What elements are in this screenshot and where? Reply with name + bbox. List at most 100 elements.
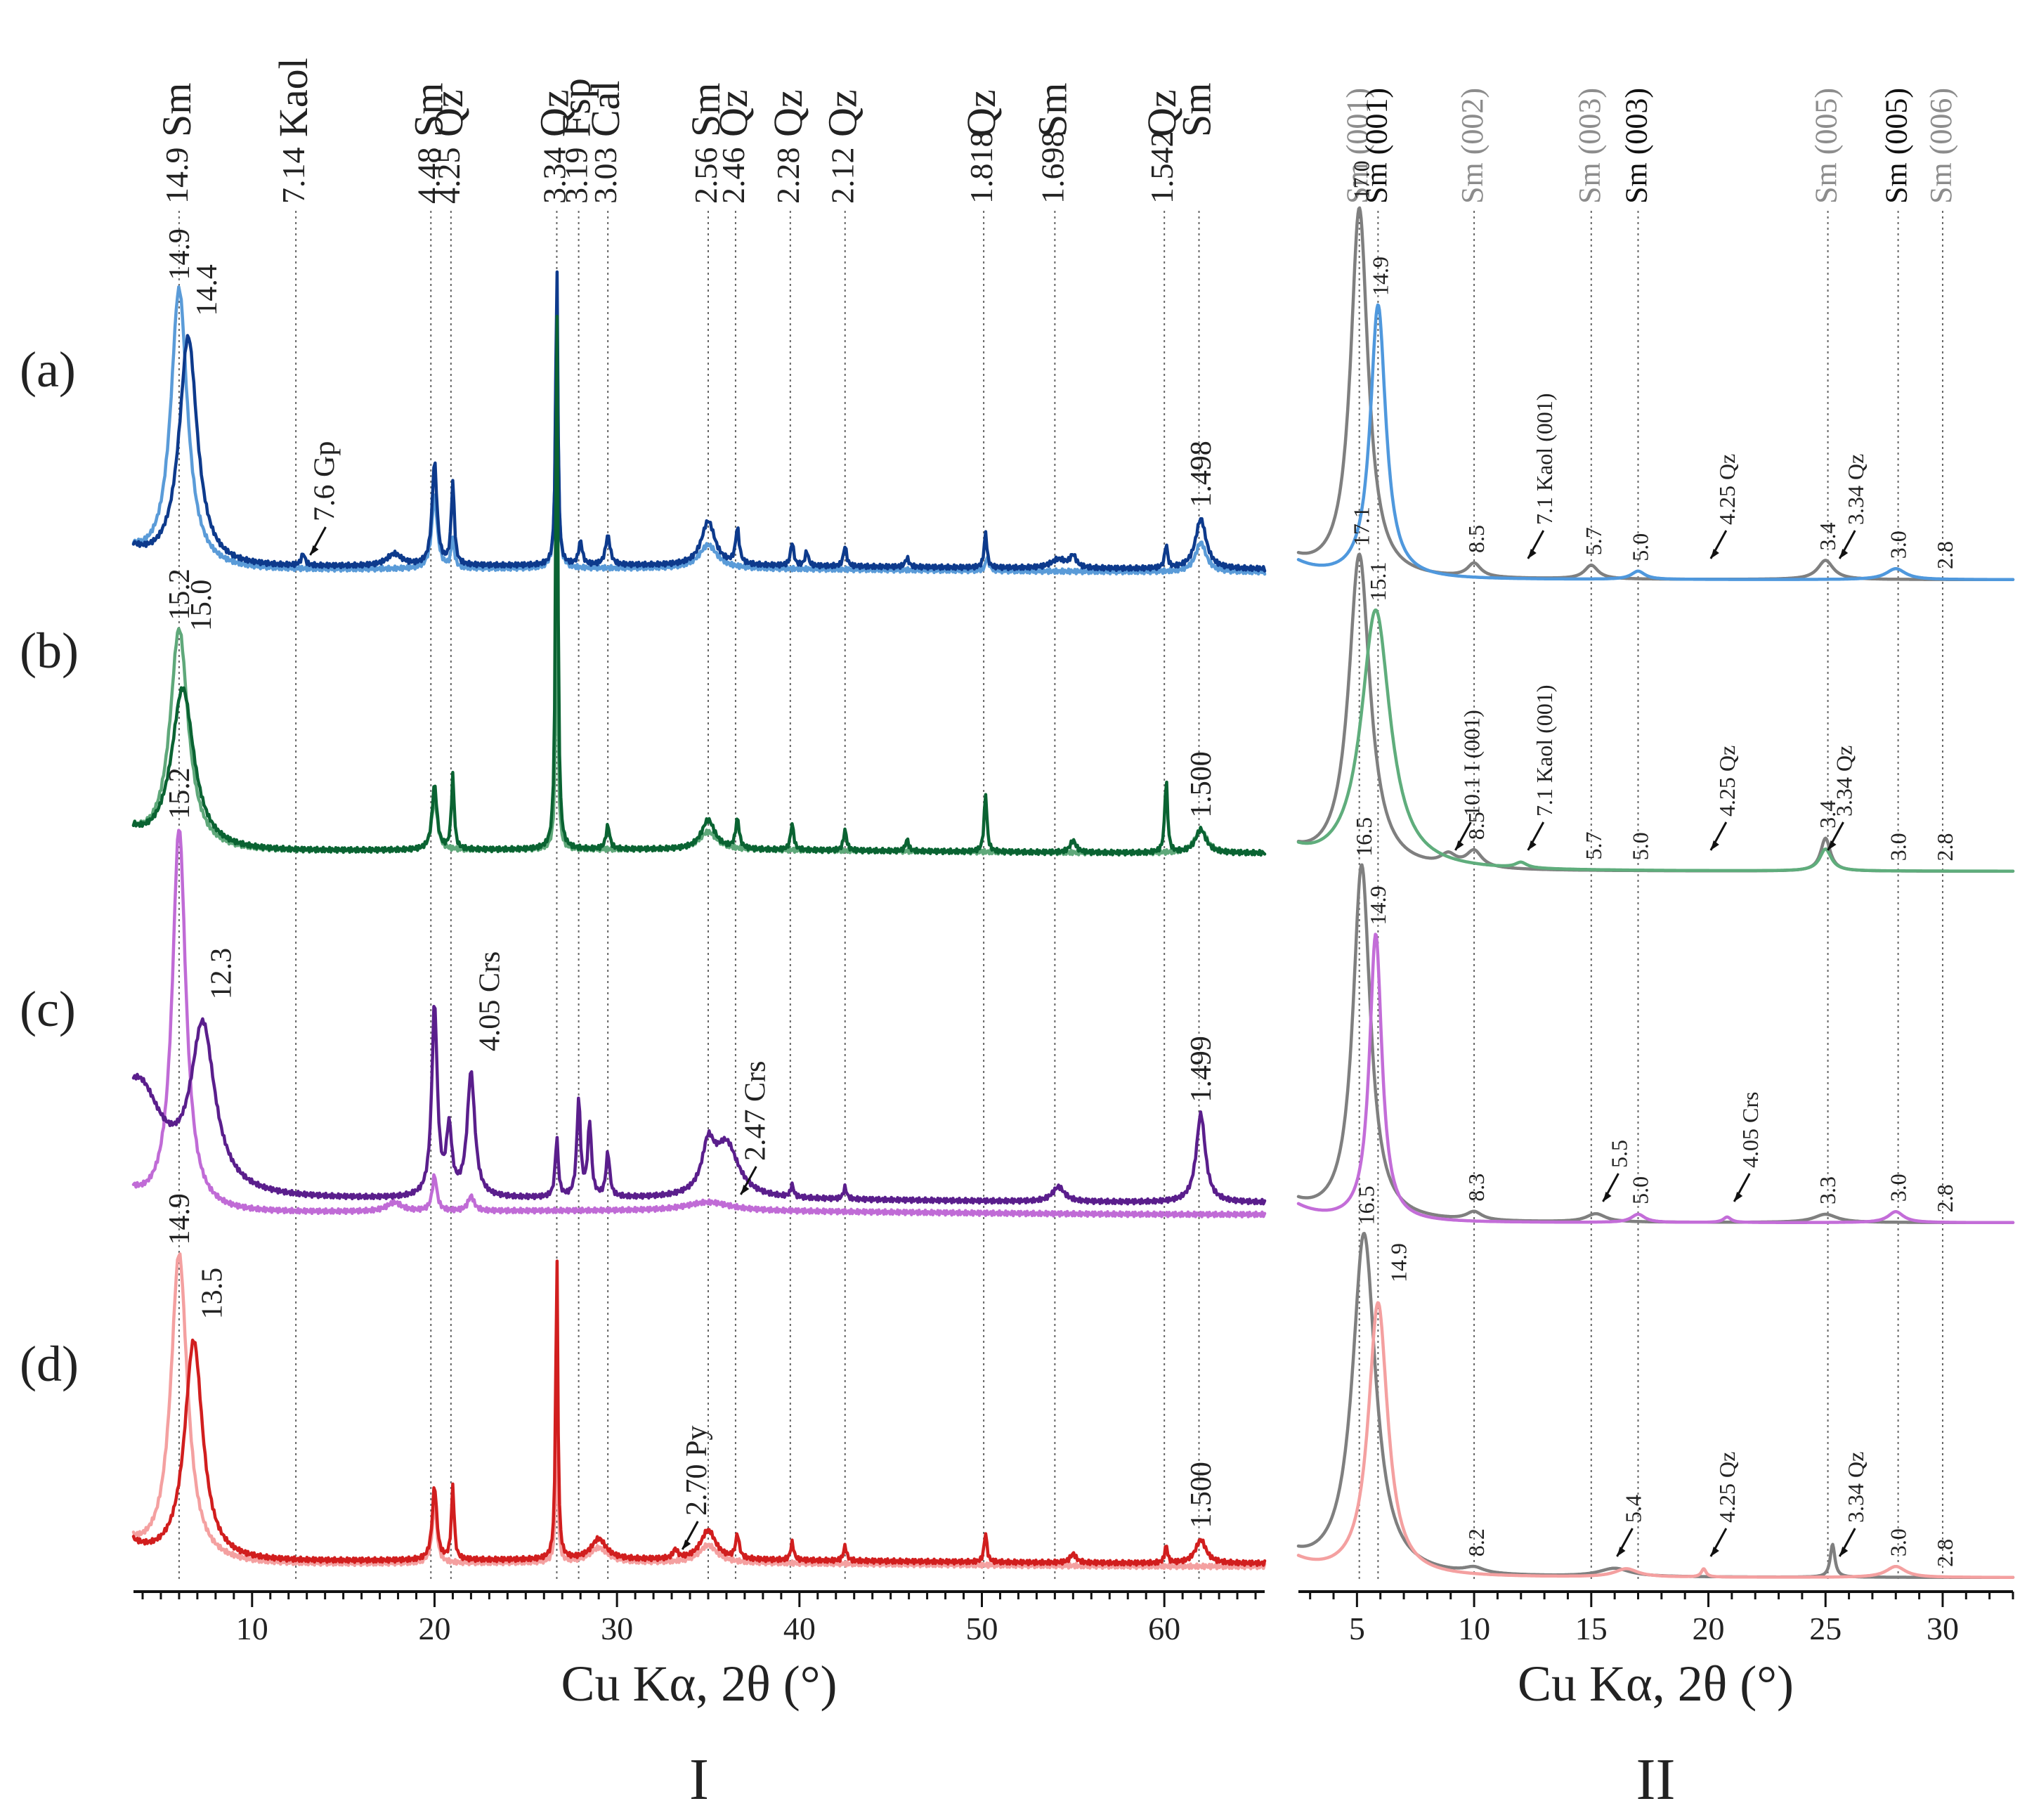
peak-annotation: 5.7 bbox=[1581, 527, 1606, 555]
peak-annotation: 16.5 bbox=[1353, 1185, 1379, 1225]
peak-annotation: 4.25 Qz bbox=[1714, 1452, 1740, 1523]
peak-annotation: 5.7 bbox=[1581, 831, 1606, 859]
trace-c-dark bbox=[131, 1004, 1267, 1206]
reference-d-spacing: 14.9 bbox=[159, 148, 195, 204]
peak-annotation: 5.0 bbox=[1627, 533, 1653, 561]
x-tick-label: 10 bbox=[1458, 1611, 1490, 1646]
peak-annotation: 4.25 Qz bbox=[1714, 746, 1740, 817]
peak-annotation: 4.25 Qz bbox=[1714, 454, 1740, 525]
peak-annotation: 14.9 bbox=[1367, 256, 1393, 296]
peak-annotation: 8.5 bbox=[1464, 812, 1489, 840]
x-tick-label: 20 bbox=[1693, 1611, 1725, 1646]
reference-mineral: Sm bbox=[405, 83, 451, 137]
annotation-arrowhead bbox=[1603, 1192, 1612, 1202]
reference-mineral: Qz bbox=[426, 89, 471, 137]
peak-annotation: 14.9 bbox=[1365, 885, 1390, 925]
peak-annotation: 16.5 bbox=[1351, 817, 1376, 857]
peak-annotation: 13.5 bbox=[197, 1268, 229, 1320]
peak-annotation: 5.0 bbox=[1627, 1176, 1653, 1204]
x-tick-label: 30 bbox=[601, 1611, 633, 1646]
x-tick-label: 40 bbox=[783, 1611, 816, 1646]
peak-annotation: 5.0 bbox=[1627, 832, 1653, 860]
reference-mineral: Qz bbox=[531, 89, 577, 137]
trace-a-glycolated bbox=[1296, 206, 2015, 582]
peak-annotation: 3.0 bbox=[1885, 1174, 1910, 1202]
reference-mineral: Qz bbox=[765, 89, 811, 137]
peak-annotation: 3.0 bbox=[1885, 833, 1910, 861]
reference-mineral: Sm bbox=[154, 83, 200, 137]
annotation-arrowhead bbox=[1617, 1547, 1626, 1556]
peak-annotation: 3.0 bbox=[1885, 1528, 1910, 1556]
peak-annotation: 14.9 bbox=[164, 1193, 196, 1245]
x-tick-label: 5 bbox=[1349, 1611, 1365, 1646]
reference-d-spacing: 2.56 bbox=[688, 148, 724, 204]
annotation-arrowhead bbox=[1827, 840, 1837, 850]
reference-reflection: Sm (005) bbox=[1879, 88, 1914, 204]
reference-reflection: Sm (003) bbox=[1619, 88, 1653, 204]
peak-annotation: 17.1 bbox=[1349, 507, 1374, 546]
x-tick-label: 60 bbox=[1148, 1611, 1180, 1646]
trace-b-air-dried bbox=[1296, 608, 2015, 873]
trace-d-dark bbox=[131, 1259, 1267, 1567]
annotation-arrowhead bbox=[1710, 840, 1719, 850]
peak-annotation: 2.8 bbox=[1932, 833, 1957, 862]
peak-annotation: 8.3 bbox=[1464, 1174, 1489, 1202]
trace-b-dark bbox=[131, 314, 1267, 857]
x-tick-label: 15 bbox=[1575, 1611, 1608, 1646]
peak-annotation: 2.8 bbox=[1932, 1184, 1957, 1212]
peak-annotation: 2.8 bbox=[1932, 1539, 1957, 1567]
annotation-arrowhead bbox=[1710, 549, 1719, 559]
peak-annotation: 5.5 bbox=[1606, 1140, 1631, 1168]
annotation-arrowhead bbox=[1839, 549, 1849, 559]
annotation-arrowhead bbox=[682, 1540, 691, 1549]
peak-annotation: 3.34 Qz bbox=[1843, 454, 1868, 525]
x-tick-label: 20 bbox=[418, 1611, 450, 1646]
peak-annotation: 3.0 bbox=[1885, 531, 1910, 559]
peak-annotation: 3.4 bbox=[1815, 522, 1840, 550]
peak-annotation: 15.1 bbox=[1365, 561, 1390, 601]
row-label: (a) bbox=[20, 342, 76, 398]
trace-d-light bbox=[131, 1252, 1267, 1571]
peak-annotation: 8.5 bbox=[1464, 525, 1489, 553]
peak-annotation: 14.4 bbox=[191, 264, 223, 316]
panel-label: II bbox=[1636, 1747, 1676, 1812]
reference-d-spacing: 3.34 bbox=[536, 148, 572, 204]
row-labels: (a) (b) (c) (d) bbox=[20, 342, 79, 1392]
reference-mineral: Sm bbox=[683, 83, 729, 137]
trace-c-glycolated bbox=[1296, 863, 2015, 1225]
reference-d-spacing: 2.28 bbox=[770, 148, 806, 204]
x-tick-label: 10 bbox=[236, 1611, 268, 1646]
trace-a-air-dried bbox=[1296, 303, 2015, 582]
reference-d-spacing: 2.46 bbox=[715, 148, 751, 204]
peak-annotation: 15.2 bbox=[164, 767, 196, 819]
x-tick-label: 30 bbox=[1927, 1611, 1959, 1646]
reference-reflection: Sm (001) bbox=[1341, 88, 1375, 204]
reference-d-spacing: 3.03 bbox=[587, 148, 623, 204]
peak-annotation: 14.9 bbox=[1386, 1243, 1411, 1282]
trace-d-air-dried bbox=[1296, 1301, 2015, 1579]
trace-c-light bbox=[131, 828, 1267, 1218]
reference-d-spacing: 7.14 bbox=[275, 148, 311, 204]
peak-annotation: 17.0 bbox=[1349, 160, 1374, 200]
reference-d-spacing: 1.542 bbox=[1144, 131, 1180, 204]
peak-annotation: 2.8 bbox=[1932, 541, 1957, 569]
trace-b-glycolated bbox=[1296, 552, 2015, 873]
peak-annotation: 14.9 bbox=[164, 228, 196, 280]
reference-lines bbox=[178, 211, 1943, 1581]
row-label: (c) bbox=[20, 981, 76, 1037]
x-tick-label: 25 bbox=[1809, 1611, 1842, 1646]
reference-d-spacing: 2.12 bbox=[825, 148, 861, 204]
peak-annotation: 4.05 Crs bbox=[474, 951, 506, 1051]
peak-annotation: 12.3 bbox=[206, 948, 238, 1000]
reference-mineral: Sm bbox=[1174, 83, 1220, 137]
reference-d-spacing: 3.19 bbox=[559, 148, 594, 204]
annotation-arrowhead bbox=[310, 545, 319, 555]
reference-mineral: Fsp bbox=[554, 78, 599, 137]
reference-mineral: Qz bbox=[958, 89, 1004, 137]
annotation-arrowhead bbox=[1527, 549, 1537, 559]
trace-a-dark bbox=[131, 270, 1267, 573]
reference-mineral: Cal bbox=[582, 80, 628, 137]
reference-reflection: Sm (002) bbox=[1455, 88, 1490, 204]
reference-d-spacing: 1.818 bbox=[963, 131, 999, 204]
